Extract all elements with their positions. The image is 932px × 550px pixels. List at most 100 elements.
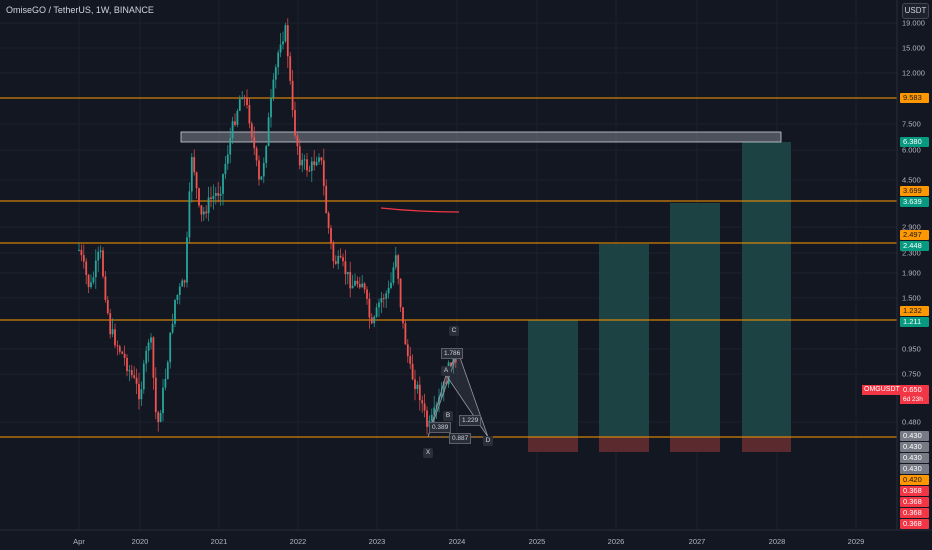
currency-button[interactable]: USDT — [902, 3, 929, 19]
x-tick: 2029 — [847, 537, 865, 546]
resistance-box[interactable] — [180, 131, 782, 143]
level-label-gray[interactable]: 0.430 — [900, 431, 929, 441]
level-label-orange[interactable]: 1.232 — [900, 306, 929, 316]
candle-body — [342, 257, 344, 262]
symbol-title[interactable]: OmiseGO / TetherUS, 1W, BINANCE — [6, 5, 154, 15]
candle-body — [92, 277, 95, 283]
level-label-red[interactable]: 0.368 — [900, 508, 929, 518]
candle-body — [334, 261, 337, 264]
candle-body — [147, 342, 150, 351]
candle-body — [442, 381, 445, 393]
candle-body — [241, 97, 244, 100]
candle-body — [385, 293, 388, 299]
candle-body — [387, 287, 390, 294]
candle-body — [238, 99, 241, 111]
candle-body — [150, 337, 152, 343]
level-label-orange[interactable]: 9.583 — [900, 93, 929, 103]
candle-body — [164, 379, 167, 388]
candle-body — [229, 138, 232, 155]
candle-body — [202, 211, 205, 215]
candle-body — [332, 243, 335, 262]
x-tick: 2024 — [448, 537, 466, 546]
candle-body — [320, 157, 323, 161]
last-price-label[interactable]: 0.650 — [900, 385, 929, 395]
candle-body — [205, 211, 208, 214]
target-zone-2026 — [599, 244, 649, 437]
candle-body — [111, 329, 114, 335]
y-tick: 12.000 — [902, 68, 925, 78]
y-tick: 0.750 — [902, 369, 921, 379]
y-tick: 4.500 — [902, 175, 921, 185]
y-tick: 6.000 — [902, 145, 921, 155]
candle-body — [315, 161, 318, 166]
candle-body — [214, 193, 217, 197]
candle-body — [159, 413, 162, 423]
level-label-gray[interactable]: 0.430 — [900, 442, 929, 452]
candle-body — [178, 286, 181, 296]
candle-body — [114, 329, 116, 346]
candle-body — [152, 337, 155, 378]
candle-body — [450, 362, 452, 367]
level-label-teal[interactable]: 1.211 — [900, 317, 929, 327]
candle-body — [330, 228, 332, 244]
candle-body — [222, 174, 224, 194]
pattern-point-c: C — [449, 326, 459, 336]
candle-body — [123, 353, 126, 358]
candle-body — [169, 332, 172, 363]
candle-body — [406, 344, 409, 357]
candle-body — [284, 25, 287, 42]
level-label-gray[interactable]: 0.430 — [900, 464, 929, 474]
level-label-orange[interactable]: 3.699 — [900, 186, 929, 196]
y-tick: 7.500 — [902, 119, 921, 129]
candle-body — [212, 196, 215, 199]
candle-body — [157, 412, 160, 423]
candle-body — [382, 298, 385, 300]
level-label-gray[interactable]: 0.430 — [900, 453, 929, 463]
level-label-red[interactable]: 0.368 — [900, 497, 929, 507]
candle-body — [104, 276, 107, 300]
candle-body — [358, 284, 361, 288]
candle-body — [440, 392, 443, 398]
candle-body — [200, 205, 203, 215]
candle-body — [82, 255, 85, 262]
candle-body — [363, 283, 366, 290]
candle-body — [121, 351, 124, 354]
candle-body — [390, 282, 392, 288]
candle-body — [226, 154, 229, 164]
pattern-point-a: A — [441, 366, 451, 376]
x-tick: 2020 — [131, 537, 149, 546]
candle-body — [138, 383, 140, 400]
x-tick: 2022 — [289, 537, 307, 546]
candle-body — [394, 255, 397, 268]
candle-body — [126, 357, 128, 372]
level-label-teal[interactable]: 3.639 — [900, 197, 929, 207]
candle-body — [78, 249, 80, 251]
level-label-teal[interactable]: 2.448 — [900, 241, 929, 251]
candle-body — [339, 255, 342, 258]
candle-body — [118, 346, 121, 352]
candle-body — [368, 298, 371, 318]
level-label-red[interactable]: 0.368 — [900, 486, 929, 496]
symbol-price-tag: OMGUSDT — [862, 385, 902, 395]
drawn-trend-line — [380, 207, 460, 213]
level-label-red[interactable]: 0.368 — [900, 519, 929, 529]
candle-body — [258, 160, 260, 180]
level-label-teal[interactable]: 6.380 — [900, 137, 929, 147]
candle-body — [224, 163, 227, 175]
level-label-orange[interactable]: 2.497 — [900, 230, 929, 240]
horizontal-levels[interactable] — [0, 97, 897, 438]
candle-body — [90, 282, 92, 288]
candle-body — [193, 157, 196, 173]
x-tick: 2027 — [688, 537, 706, 546]
candle-body — [349, 271, 352, 289]
candle-body — [294, 110, 296, 136]
candle-body — [253, 137, 256, 149]
candle-body — [346, 271, 349, 275]
level-label-orange[interactable]: 0.420 — [900, 475, 929, 485]
stop-zone-2027 — [670, 437, 720, 452]
candle-body — [313, 161, 316, 166]
y-tick: 2.900 — [902, 222, 921, 232]
candle-body — [274, 67, 277, 80]
candle-body — [85, 261, 88, 275]
